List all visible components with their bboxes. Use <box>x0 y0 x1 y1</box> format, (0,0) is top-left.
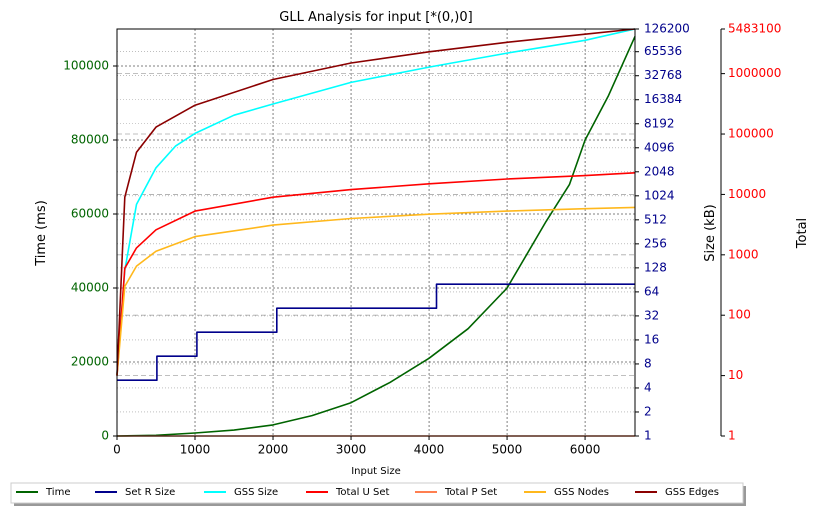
total-tick-label: 100 <box>728 308 751 322</box>
time-tick-label: 80000 <box>71 133 109 147</box>
x-axis: 0 1000 2000 3000 4000 5000 6000 <box>113 436 600 457</box>
size-tick-label: 126200 <box>644 22 690 36</box>
size-tick-label: 8192 <box>644 116 675 130</box>
time-tick-label: 0 <box>101 429 109 443</box>
time-axis: 0 20000 40000 60000 80000 100000 <box>63 59 117 443</box>
total-axis: 1 10 100 1000 10000 100000 1000000 5483100 <box>720 22 781 443</box>
total-tick-label: 1000000 <box>728 66 781 80</box>
size-tick-label: 16384 <box>644 92 682 106</box>
size-tick-label: 1 <box>644 429 652 443</box>
plot-background <box>117 29 635 436</box>
series-line-time <box>116 36 636 437</box>
size-axis-label: Size (kB) <box>703 204 718 261</box>
size-axis: 1 2 4 8 16 32 64 128 256 512 1024 2048 4096 8192 16384… <box>635 22 690 443</box>
legend-label: Time <box>45 487 70 498</box>
x-tick-label: 1000 <box>180 443 211 457</box>
size-tick-label: 512 <box>644 212 667 226</box>
size-tick-label: 8 <box>644 356 652 370</box>
time-tick-label: 60000 <box>71 207 109 221</box>
time-axis-label: Time (ms) <box>34 200 49 267</box>
total-tick-label: 5483100 <box>728 22 781 36</box>
time-tick-label: 100000 <box>63 59 109 73</box>
size-tick-label: 4 <box>644 380 652 394</box>
x-tick-label: 3000 <box>336 443 367 457</box>
size-tick-label: 1024 <box>644 188 675 202</box>
legend-label: Total P Set <box>444 487 497 498</box>
series-line-set-r-size <box>117 283 635 381</box>
legend-items: Time Set R Size GSS Size Total U Set Total P… <box>16 487 719 498</box>
legend-label: Set R Size <box>125 487 175 498</box>
size-tick-label: 128 <box>644 260 667 274</box>
legend-label: GSS Edges <box>665 487 719 498</box>
total-tick-label: 100000 <box>728 127 774 141</box>
x-tick-label: 2000 <box>258 443 289 457</box>
series-line-gss-size <box>116 28 636 374</box>
x-tick-label: 6000 <box>570 443 601 457</box>
series-line-total-u-set <box>116 172 636 376</box>
x-tick-label: 0 <box>113 443 121 457</box>
total-axis-label: Total <box>795 218 810 249</box>
time-tick-label: 40000 <box>71 281 109 295</box>
legend-box <box>10 482 744 504</box>
size-tick-label: 4096 <box>644 140 675 154</box>
plot-frame <box>116 28 636 437</box>
time-tick-label: 20000 <box>71 355 109 369</box>
x-axis-label: Input Size <box>351 466 401 477</box>
legend-label: Total U Set <box>335 487 390 498</box>
size-tick-label: 32 <box>644 308 659 322</box>
total-tick-label: 1000 <box>728 247 759 261</box>
size-tick-label: 65536 <box>644 44 682 58</box>
chart-title: GLL Analysis for input [*(0,)0] <box>279 10 472 25</box>
total-tick-label: 10 <box>728 368 743 382</box>
size-tick-label: 32768 <box>644 68 682 82</box>
size-tick-label: 64 <box>644 284 659 298</box>
legend: Time Set R Size GSS Size Total U Set Total P… <box>10 482 746 506</box>
size-tick-label: 2048 <box>644 164 675 178</box>
x-tick-label: 5000 <box>492 443 523 457</box>
legend-label: GSS Nodes <box>554 487 609 498</box>
series-line-gss-edges <box>116 28 636 376</box>
size-tick-label: 2 <box>644 404 652 418</box>
series-line-gss-nodes <box>116 206 636 376</box>
total-tick-label: 10000 <box>728 187 766 201</box>
legend-label: GSS Size <box>234 487 278 498</box>
total-tick-label: 1 <box>728 429 736 443</box>
x-tick-label: 4000 <box>414 443 445 457</box>
size-tick-label: 256 <box>644 236 667 250</box>
size-tick-label: 16 <box>644 332 659 346</box>
